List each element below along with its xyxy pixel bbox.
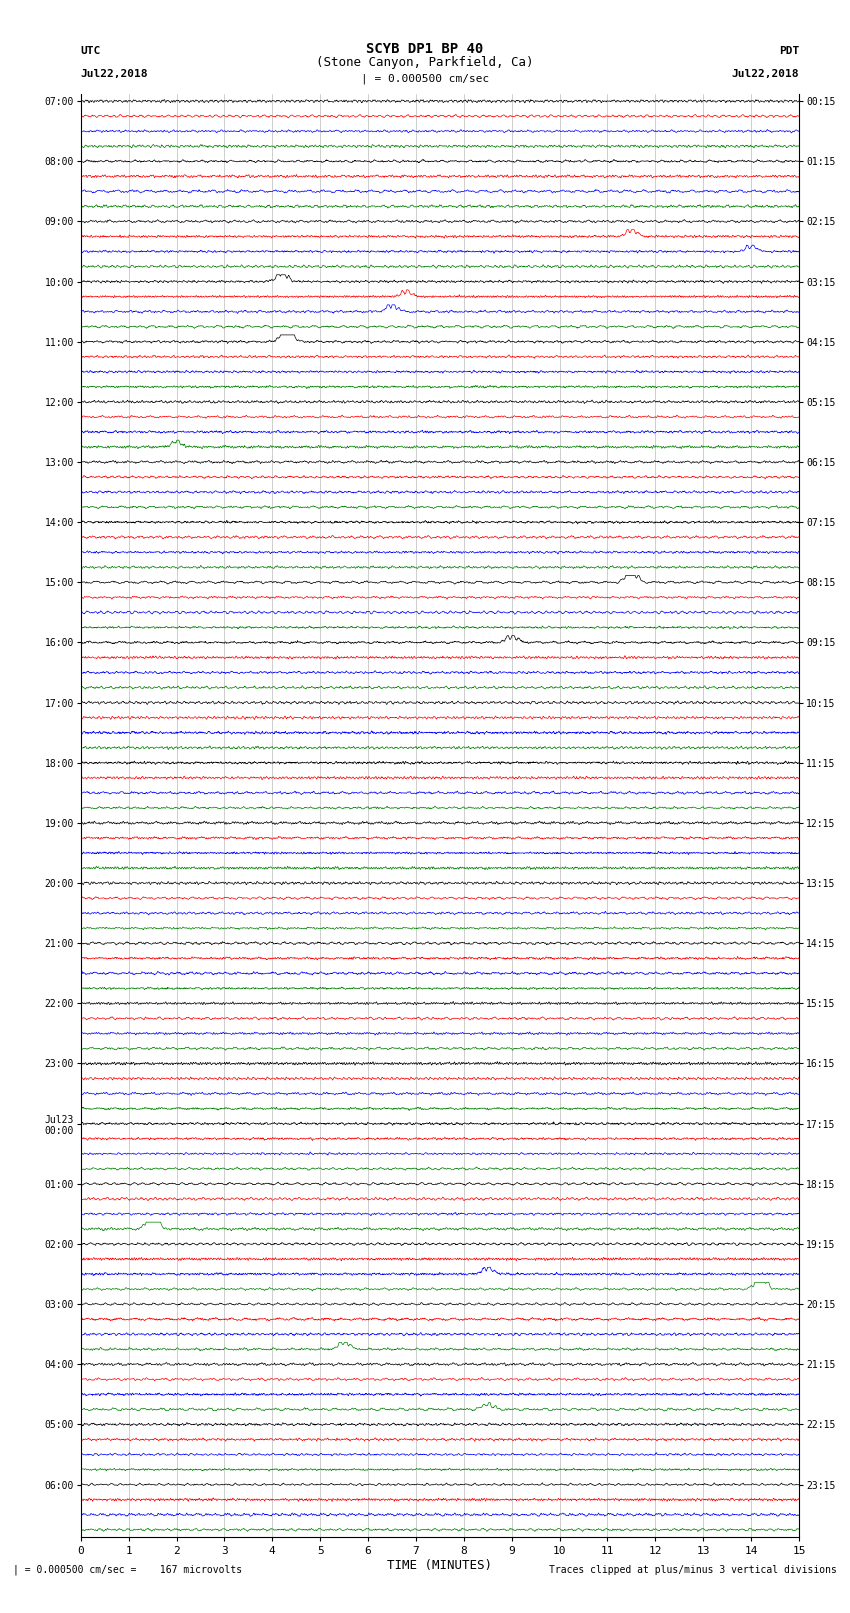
Text: (Stone Canyon, Parkfield, Ca): (Stone Canyon, Parkfield, Ca)	[316, 56, 534, 69]
X-axis label: TIME (MINUTES): TIME (MINUTES)	[388, 1560, 492, 1573]
Text: | = 0.000500 cm/sec: | = 0.000500 cm/sec	[361, 73, 489, 84]
Text: PDT: PDT	[779, 45, 799, 56]
Text: UTC: UTC	[81, 45, 101, 56]
Text: Jul22,2018: Jul22,2018	[81, 69, 148, 79]
Text: SCYB DP1 BP 40: SCYB DP1 BP 40	[366, 42, 484, 56]
Text: | = 0.000500 cm/sec =    167 microvolts: | = 0.000500 cm/sec = 167 microvolts	[13, 1565, 242, 1576]
Text: Traces clipped at plus/minus 3 vertical divisions: Traces clipped at plus/minus 3 vertical …	[549, 1565, 837, 1574]
Text: Jul22,2018: Jul22,2018	[732, 69, 799, 79]
